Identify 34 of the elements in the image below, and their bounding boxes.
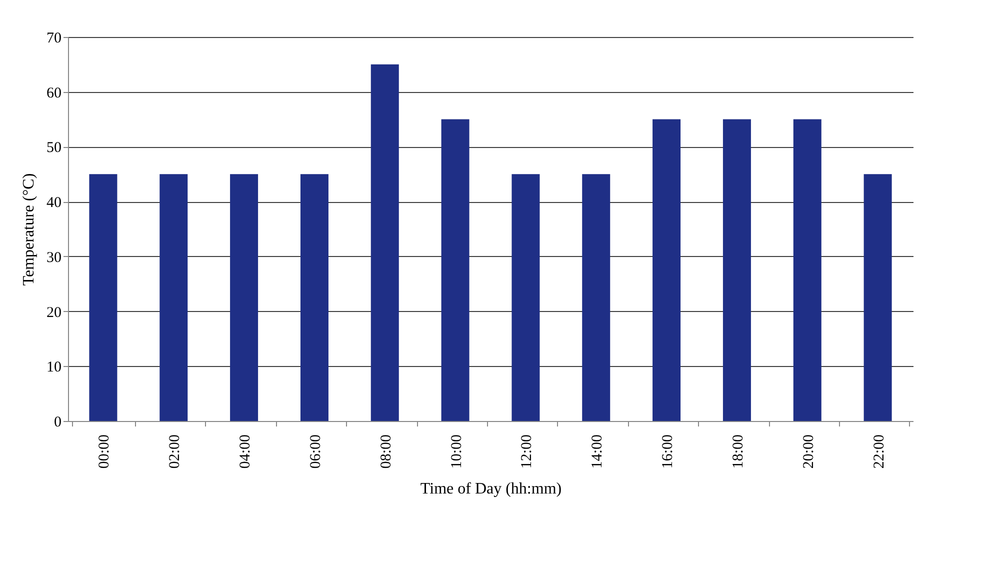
y-tick-label: 50	[46, 140, 62, 156]
y-tick-label: 0	[54, 414, 62, 430]
y-tick-label: 70	[46, 30, 62, 46]
y-tick-label: 30	[46, 250, 62, 266]
bar	[864, 174, 892, 421]
x-tick-label: 00:00	[96, 434, 113, 469]
bar	[160, 174, 188, 421]
x-tick-label: 16:00	[660, 434, 676, 469]
bar	[89, 174, 118, 421]
x-tick-label: 22:00	[871, 434, 888, 469]
x-tick-label: 02:00	[167, 434, 184, 469]
bar	[300, 174, 328, 421]
bar	[441, 119, 470, 421]
y-tick-label: 60	[46, 85, 62, 102]
x-tick-label: 04:00	[238, 434, 254, 469]
y-tick-label: 10	[46, 360, 62, 376]
x-tick-label: 12:00	[519, 434, 536, 469]
bar	[512, 174, 540, 421]
bar	[370, 64, 399, 421]
bar	[230, 174, 258, 421]
y-axis-title: Temperature (°C)	[20, 173, 38, 286]
x-tick-label: 18:00	[730, 434, 746, 469]
bar	[722, 119, 751, 421]
bar	[652, 119, 681, 421]
x-axis-title: Time of Day (hh:mm)	[420, 480, 562, 498]
x-tick-label: 10:00	[448, 434, 465, 469]
y-tick-label: 20	[46, 304, 62, 321]
x-tick-label: 14:00	[590, 434, 606, 469]
x-tick-label: 08:00	[378, 434, 394, 469]
bar	[582, 174, 610, 421]
x-tick-label: 20:00	[800, 434, 817, 469]
x-tick-label: 06:00	[308, 434, 324, 469]
bar	[793, 119, 822, 421]
y-tick-label: 40	[46, 195, 62, 212]
